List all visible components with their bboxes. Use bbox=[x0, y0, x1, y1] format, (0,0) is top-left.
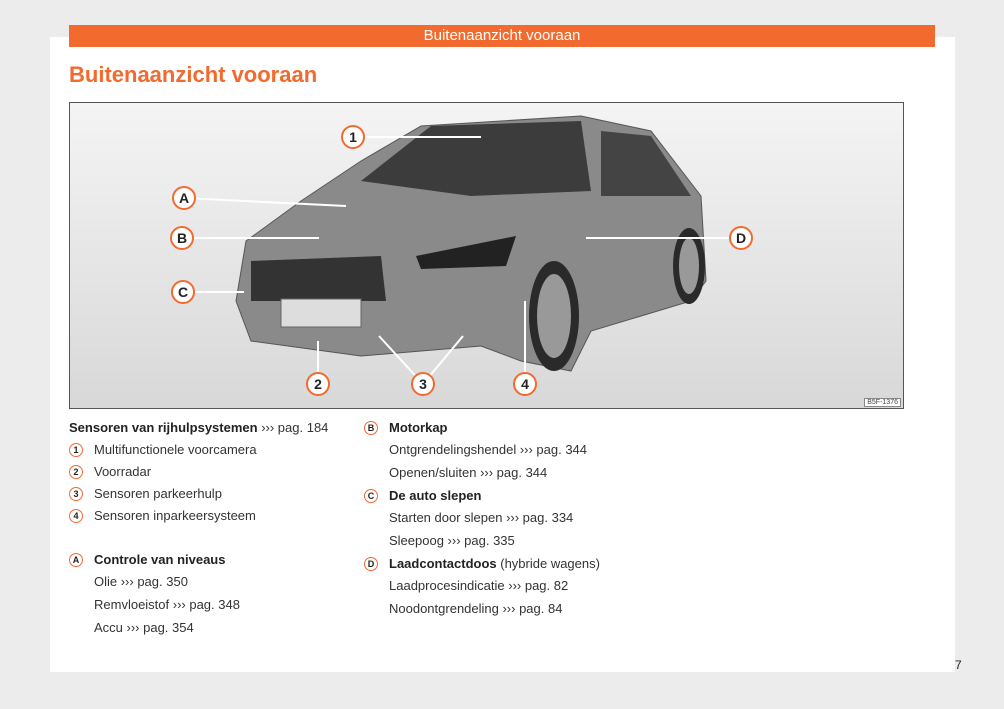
car-front-figure: 1 2 3 4 A B C D B5F-1376 bbox=[69, 102, 904, 409]
callout-4: 4 bbox=[513, 372, 537, 396]
svg-text:D: D bbox=[736, 230, 746, 246]
section-a: A Controle van niveaus bbox=[69, 549, 359, 571]
page-title: Buitenaanzicht vooraan bbox=[69, 62, 318, 87]
number-badge: 3 bbox=[69, 487, 83, 501]
letter-badge: C bbox=[364, 489, 378, 503]
svg-text:C: C bbox=[178, 284, 188, 300]
page-ref-link[interactable]: ››› pag. 184 bbox=[261, 420, 329, 435]
page-ref-link[interactable]: Olie ››› pag. 350 bbox=[94, 574, 188, 589]
section-title: Laadcontactdoos bbox=[389, 556, 497, 571]
section-d: D Laadcontactdoos (hybride wagens) bbox=[364, 553, 664, 575]
list-item: 3 Sensoren parkeerhulp bbox=[69, 483, 359, 505]
number-badge: 4 bbox=[69, 509, 83, 523]
sensors-heading: Sensoren van rijhulpsystemen ››› pag. 18… bbox=[69, 417, 359, 439]
callout-d: D bbox=[729, 226, 753, 250]
letter-badge: A bbox=[69, 553, 83, 567]
callout-b: B bbox=[170, 226, 194, 250]
page-ref-link[interactable]: Sleepoog ››› pag. 335 bbox=[389, 533, 515, 548]
svg-text:B: B bbox=[177, 230, 187, 246]
page-ref-link[interactable]: Ontgrendelingshendel ››› pag. 344 bbox=[389, 442, 588, 457]
heading-text: Sensoren van rijhulpsystemen bbox=[69, 420, 258, 435]
figure-code: B5F-1376 bbox=[864, 398, 901, 407]
section-title-extra: (hybride wagens) bbox=[496, 556, 600, 571]
letter-badge: D bbox=[364, 557, 378, 571]
list-item: 2 Voorradar bbox=[69, 461, 359, 483]
item-label: Voorradar bbox=[94, 464, 152, 479]
list-item: 1 Multifunctionele voorcamera bbox=[69, 439, 359, 461]
svg-text:3: 3 bbox=[419, 376, 427, 392]
list-item: 4 Sensoren inparkeersysteem bbox=[69, 505, 359, 527]
section-title: De auto slepen bbox=[389, 488, 482, 503]
number-badge: 2 bbox=[69, 465, 83, 479]
letter-badge: B bbox=[364, 421, 378, 435]
left-column: Sensoren van rijhulpsystemen ››› pag. 18… bbox=[69, 417, 359, 640]
callout-1: 1 bbox=[341, 125, 365, 149]
item-label: Sensoren parkeerhulp bbox=[94, 486, 222, 501]
car-illustration: 1 2 3 4 A B C D bbox=[170, 115, 753, 396]
item-label: Multifunctionele voorcamera bbox=[94, 442, 257, 457]
svg-text:4: 4 bbox=[521, 376, 529, 392]
page-number: 7 bbox=[955, 658, 962, 672]
page-ref-link[interactable]: Noodontgrendeling ››› pag. 84 bbox=[389, 601, 563, 616]
svg-text:1: 1 bbox=[349, 129, 357, 145]
page-ref-link[interactable]: Openen/sluiten ››› pag. 344 bbox=[389, 465, 548, 480]
callout-2: 2 bbox=[306, 372, 330, 396]
section-title: Motorkap bbox=[389, 420, 448, 435]
callout-a: A bbox=[172, 186, 196, 210]
page-ref-link[interactable]: Laadprocesindicatie ››› pag. 82 bbox=[389, 578, 569, 593]
number-badge: 1 bbox=[69, 443, 83, 457]
section-banner: Buitenaanzicht vooraan bbox=[69, 25, 935, 47]
section-c: C De auto slepen bbox=[364, 485, 664, 507]
right-column: B Motorkap Ontgrendelingshendel ››› pag. … bbox=[364, 417, 664, 621]
callout-3: 3 bbox=[411, 372, 435, 396]
page-ref-link[interactable]: Starten door slepen ››› pag. 334 bbox=[389, 510, 574, 525]
page-ref-link[interactable]: Remvloeistof ››› pag. 348 bbox=[94, 597, 240, 612]
section-b: B Motorkap bbox=[364, 417, 664, 439]
item-label: Sensoren inparkeersysteem bbox=[94, 508, 256, 523]
svg-text:A: A bbox=[179, 190, 189, 206]
callout-c: C bbox=[171, 280, 195, 304]
page-ref-link[interactable]: Accu ››› pag. 354 bbox=[94, 620, 194, 635]
section-title: Controle van niveaus bbox=[94, 552, 226, 567]
svg-text:2: 2 bbox=[314, 376, 322, 392]
